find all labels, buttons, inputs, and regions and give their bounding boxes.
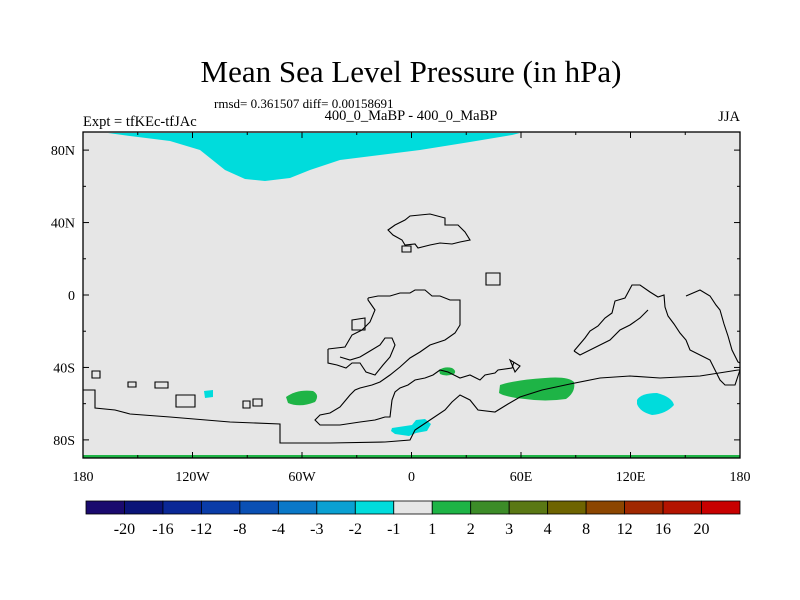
coastlines [83,213,741,444]
colorbar-label: 1 [428,521,436,538]
colorbar-swatch [508,500,549,515]
y-tick-label: 80S [53,434,75,449]
southern-indian-negative-region [637,393,674,415]
continent-outline [83,369,740,444]
colorbar-swatch [393,500,433,515]
subtitle-right: JJA [718,109,740,125]
southern-pacific-negative-region [204,390,213,398]
colorbar-swatch [239,500,279,515]
x-tick-label: 180 [73,470,94,485]
island-outline [175,394,196,408]
colorbar-swatch [201,500,241,515]
continent-outline [314,289,515,426]
colorbar-swatch [585,500,625,515]
island-outline [127,381,137,388]
colorbar-swatch [316,500,356,515]
y-tick-label: 80N [51,144,75,159]
colorbar-swatch [701,500,741,515]
continent-outline [573,309,649,356]
colorbar: -20 -16 -12 -8 -4 -3 -2 -1 1 2 3 4 8 12 16 20 [85,500,741,538]
y-tick-label: 40S [53,361,75,376]
colorbar-label: 4 [544,521,552,538]
southern-ocean-negative-region [391,419,431,436]
axis-ticks: 180 120W 60W 0 60E 120E 180 80N 40N 0 40S 80S [51,132,751,485]
colorbar-label: -4 [272,521,285,538]
continent-outline [685,289,741,364]
y-tick-label: 0 [68,289,75,304]
x-tick-label: 60W [288,470,316,485]
colorbar-swatch [624,500,664,515]
continent-outline [573,284,741,386]
x-tick-label: 0 [408,470,415,485]
colorbar-swatch [124,500,164,515]
colorbar-label: 3 [505,521,513,538]
subtitle-left: Expt = tfKEc-tfJAc [83,114,197,130]
colorbar-swatch [354,500,395,515]
colorbar-swatch [277,500,318,515]
continent-outline [387,213,471,249]
colorbar-label: -8 [233,521,246,538]
island-outline [485,272,501,286]
map-background [83,132,740,458]
chart-title: Mean Sea Level Pressure (in hPa) [201,54,622,89]
colorbar-label: 2 [467,521,475,538]
colorbar-label: -3 [310,521,323,538]
island-outline [351,317,366,331]
colorbar-label: 16 [655,521,671,538]
continent-outline [508,358,521,374]
y-tick-label: 40N [51,217,75,232]
arctic-negative-region [108,133,520,181]
colorbar-swatch [162,500,202,515]
colorbar-swatch [470,500,510,515]
colorbar-label: -1 [387,521,400,538]
colorbar-label: 8 [582,521,590,538]
colorbar-swatch [431,500,472,515]
island-outline [401,245,412,253]
colorbar-swatch [85,500,125,515]
indian-ocean-positive-region [499,377,575,401]
continent-outline [327,337,396,376]
island-outline [154,381,169,389]
colorbar-swatch [662,500,702,515]
continent-outline [327,298,376,350]
south-atlantic-positive-region [286,390,318,406]
colorbar-label: 20 [694,521,710,538]
colorbar-label: -20 [114,521,135,538]
subtitle-center: 400_0_MaBP - 400_0_MaBP [325,108,498,124]
colorbar-swatch [547,500,587,515]
colorbar-label: -16 [152,521,173,538]
stats-text: rmsd= 0.361507 diff= 0.00158691 [214,96,393,111]
island-outline [252,398,263,407]
continent-outline [91,370,101,379]
island-outline [242,400,251,409]
colorbar-label: -2 [349,521,362,538]
x-tick-label: 120E [616,470,646,485]
colorbar-label: 12 [617,521,633,538]
x-tick-label: 60E [510,470,533,485]
colorbar-label: -12 [191,521,212,538]
x-tick-label: 180 [730,470,751,485]
x-tick-label: 120W [175,470,210,485]
